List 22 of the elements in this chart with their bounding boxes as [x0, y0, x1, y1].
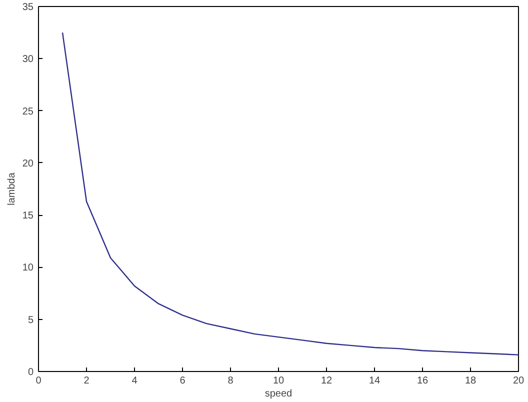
y-tick-label: 35 [22, 2, 34, 13]
y-tick-label: 25 [22, 106, 34, 118]
y-tick-label: 20 [22, 158, 34, 170]
x-tick-label: 4 [132, 376, 138, 386]
x-axis-title: speed [264, 388, 292, 400]
x-tick-label: 20 [512, 376, 524, 386]
x-tick-label: 18 [464, 376, 476, 386]
y-tick-label: 15 [22, 210, 34, 222]
y-tick-label: 0 [28, 367, 34, 378]
y-tick-label: 30 [22, 54, 34, 66]
y-axis-title: lambda [6, 172, 18, 206]
x-tick-label: 14 [368, 376, 380, 386]
x-tick-label: 12 [320, 376, 332, 386]
x-tick-label: 6 [180, 376, 186, 386]
x-tick-label: 16 [416, 376, 428, 386]
x-tick-label: 10 [272, 376, 284, 386]
y-tick-label: 5 [28, 314, 34, 326]
line-series [62, 32, 518, 356]
x-tick-label: 2 [84, 376, 90, 386]
x-tick-label: 0 [36, 376, 42, 386]
x-tick-label: 8 [228, 376, 234, 386]
y-tick-label: 10 [22, 262, 34, 274]
